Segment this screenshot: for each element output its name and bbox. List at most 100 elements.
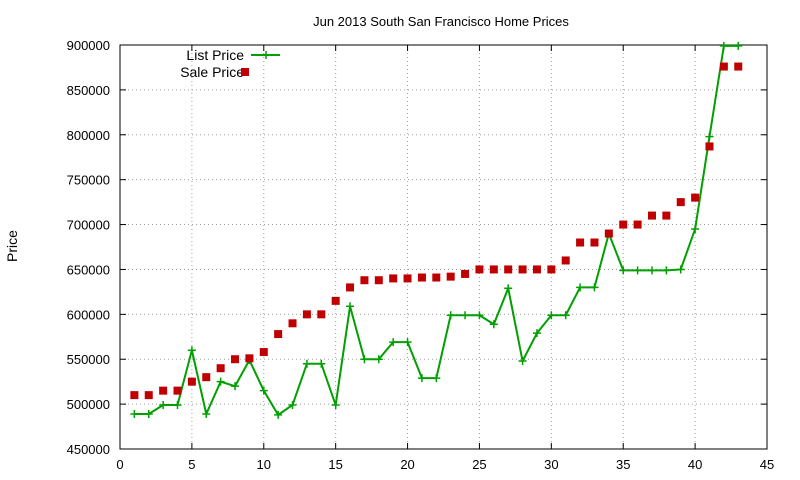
y-tick-label: 450000 <box>67 442 110 457</box>
x-tick-label: 25 <box>472 457 486 472</box>
series-sale-price <box>130 62 743 400</box>
x-tick-label: 5 <box>188 457 195 472</box>
data-point-square <box>719 62 728 71</box>
data-point-plus <box>734 41 743 50</box>
data-point-plus <box>547 311 556 320</box>
data-point-square <box>389 274 398 283</box>
data-point-square <box>374 276 383 285</box>
data-point-plus <box>173 401 182 410</box>
data-point-square <box>144 391 153 400</box>
y-tick-label: 850000 <box>67 83 110 98</box>
data-point-square <box>604 229 613 238</box>
legend-swatch-marker <box>262 51 270 59</box>
data-point-plus <box>662 266 671 275</box>
data-point-plus <box>561 311 570 320</box>
data-point-square <box>446 272 455 281</box>
y-tick-label: 500000 <box>67 397 110 412</box>
data-point-square <box>432 273 441 282</box>
x-tick-label: 10 <box>257 457 271 472</box>
plot-frame <box>119 44 768 450</box>
data-point-plus <box>231 382 240 391</box>
data-point-plus <box>619 266 628 275</box>
x-tick-label: 20 <box>400 457 414 472</box>
data-point-square <box>417 273 426 282</box>
data-point-square <box>331 296 340 305</box>
data-point-plus <box>504 284 513 293</box>
data-point-square <box>130 391 139 400</box>
y-tick-label: 600000 <box>67 307 110 322</box>
data-point-plus <box>274 410 283 419</box>
data-point-plus <box>432 374 441 383</box>
data-point-square <box>173 386 182 395</box>
data-point-square <box>302 310 311 319</box>
data-point-plus <box>374 355 383 364</box>
x-tick-label: 40 <box>688 457 702 472</box>
data-point-square <box>317 310 326 319</box>
data-point-square <box>647 211 656 220</box>
y-tick-label: 800000 <box>67 128 110 143</box>
data-point-square <box>532 265 541 274</box>
data-point-plus <box>475 311 484 320</box>
data-point-plus <box>216 377 225 386</box>
data-point-plus <box>317 359 326 368</box>
data-point-plus <box>259 386 268 395</box>
data-point-square <box>734 62 743 71</box>
data-point-plus <box>360 355 369 364</box>
chart-title: Jun 2013 South San Francisco Home Prices <box>313 14 569 29</box>
data-point-plus <box>130 409 139 418</box>
data-point-square <box>159 386 168 395</box>
data-point-square <box>619 220 628 229</box>
x-tick-label: 0 <box>116 457 123 472</box>
data-point-square <box>202 373 211 382</box>
data-point-plus <box>719 41 728 50</box>
data-point-plus <box>417 374 426 383</box>
data-point-plus <box>576 283 585 292</box>
data-point-plus <box>202 409 211 418</box>
series-list-price <box>130 41 743 419</box>
data-point-plus <box>705 132 714 141</box>
x-tick-label: 30 <box>544 457 558 472</box>
data-point-square <box>576 238 585 247</box>
series-layer <box>130 41 743 419</box>
data-point-square <box>346 283 355 292</box>
data-point-square <box>245 354 254 363</box>
data-point-plus <box>331 401 340 410</box>
x-tick-label: 15 <box>328 457 342 472</box>
data-point-square <box>518 265 527 274</box>
data-point-square <box>489 265 498 274</box>
data-point-square <box>216 364 225 373</box>
legend-label: List Price <box>186 47 244 63</box>
data-point-square <box>403 274 412 283</box>
data-point-square <box>676 198 685 207</box>
y-tick-label: 650000 <box>67 262 110 277</box>
legend-label: Sale Price <box>180 64 244 80</box>
data-point-plus <box>446 311 455 320</box>
data-point-square <box>504 265 513 274</box>
data-point-plus <box>288 401 297 410</box>
data-point-plus <box>346 302 355 311</box>
data-point-plus <box>647 266 656 275</box>
axes: 0 5 10 15 20 25 30 35 40 45 450000 500000 550000 6000… <box>67 38 775 472</box>
data-point-square <box>662 211 671 220</box>
data-point-plus <box>403 338 412 347</box>
data-point-plus <box>144 409 153 418</box>
data-point-square <box>705 142 714 151</box>
x-tick-label: 45 <box>760 457 774 472</box>
data-point-plus <box>633 266 642 275</box>
data-point-square <box>231 355 240 364</box>
data-point-square <box>561 256 570 265</box>
data-point-plus <box>389 338 398 347</box>
data-point-square <box>187 377 196 386</box>
data-point-square <box>360 276 369 285</box>
y-tick-label: 900000 <box>67 38 110 53</box>
x-tick-label: 35 <box>616 457 630 472</box>
data-point-plus <box>461 311 470 320</box>
y-tick-label: 550000 <box>67 352 110 367</box>
data-point-plus <box>518 357 527 366</box>
data-point-plus <box>302 359 311 368</box>
data-point-plus <box>532 329 541 338</box>
data-point-plus <box>590 283 599 292</box>
data-point-plus <box>691 225 700 234</box>
